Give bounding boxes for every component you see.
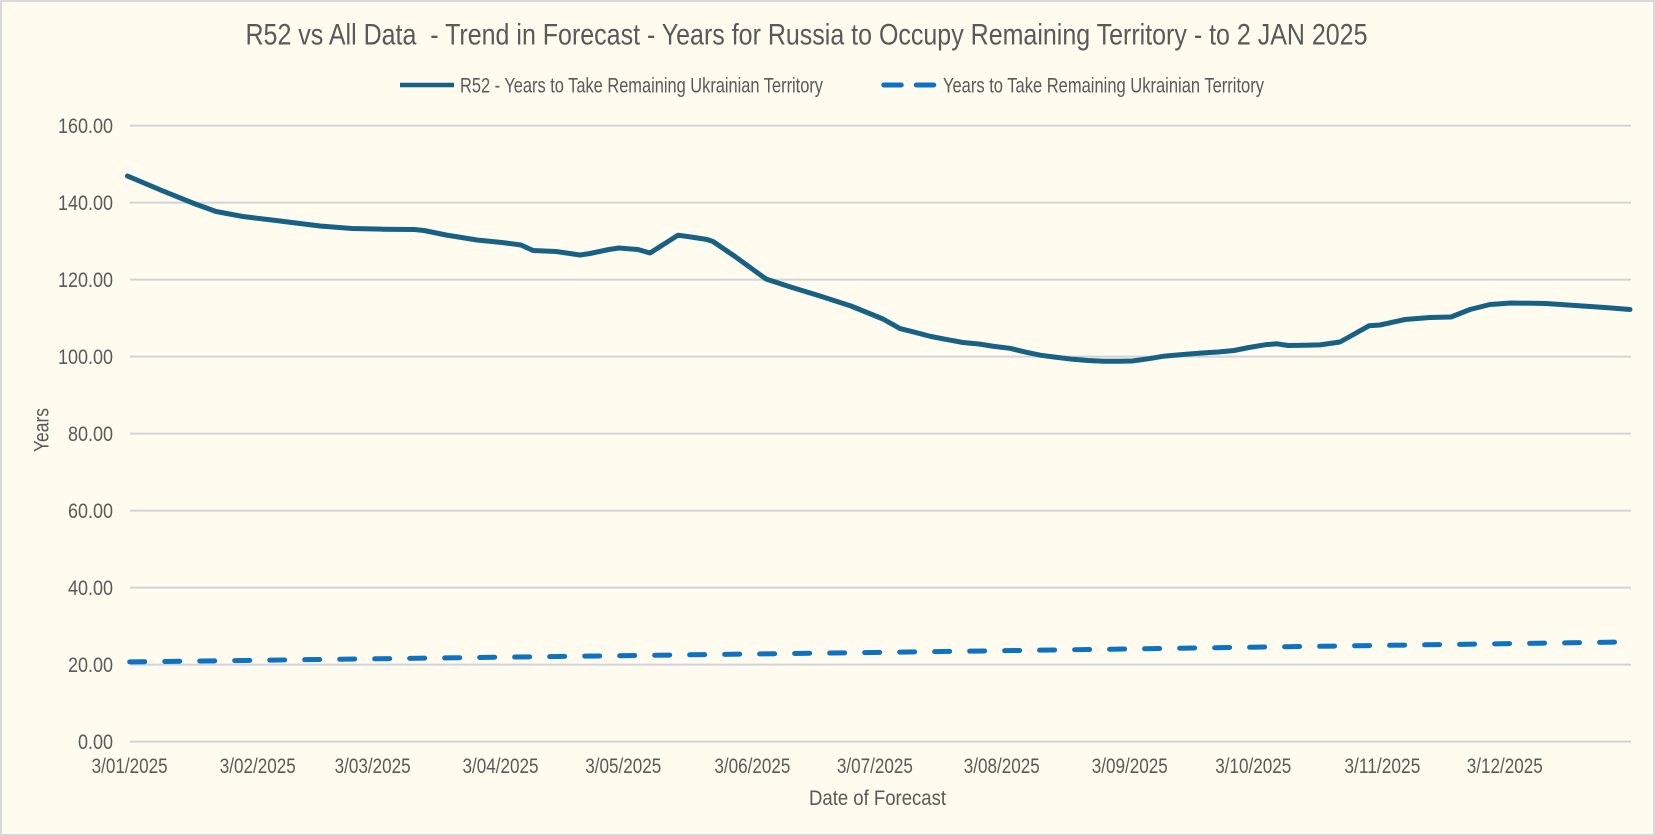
svg-text:0.00: 0.00 bbox=[78, 731, 113, 754]
svg-text:3/11/2025: 3/11/2025 bbox=[1344, 755, 1420, 778]
svg-text:3/03/2025: 3/03/2025 bbox=[335, 755, 411, 778]
svg-text:3/12/2025: 3/12/2025 bbox=[1467, 755, 1543, 778]
svg-text:Years: Years bbox=[31, 408, 54, 452]
svg-text:3/01/2025: 3/01/2025 bbox=[92, 755, 168, 778]
svg-text:3/09/2025: 3/09/2025 bbox=[1092, 755, 1168, 778]
svg-text:3/05/2025: 3/05/2025 bbox=[585, 755, 661, 778]
svg-text:3/08/2025: 3/08/2025 bbox=[964, 755, 1040, 778]
svg-text:3/10/2025: 3/10/2025 bbox=[1215, 755, 1291, 778]
svg-text:R52 vs All Data - Trend in Fo: R52 vs All Data - Trend in Forecast - Ye… bbox=[246, 19, 1368, 52]
svg-text:120.00: 120.00 bbox=[58, 269, 113, 292]
svg-text:40.00: 40.00 bbox=[68, 577, 113, 600]
svg-text:3/06/2025: 3/06/2025 bbox=[714, 755, 790, 778]
svg-text:Years to Take Remaining Ukrain: Years to Take Remaining Ukrainian Territ… bbox=[943, 75, 1264, 98]
svg-text:140.00: 140.00 bbox=[58, 192, 113, 215]
svg-text:60.00: 60.00 bbox=[68, 500, 113, 523]
svg-text:100.00: 100.00 bbox=[58, 346, 113, 369]
svg-text:R52 - Years to Take Remaining: R52 - Years to Take Remaining Ukrainian … bbox=[460, 75, 823, 98]
svg-text:3/07/2025: 3/07/2025 bbox=[837, 755, 913, 778]
svg-text:3/04/2025: 3/04/2025 bbox=[463, 755, 539, 778]
svg-text:80.00: 80.00 bbox=[68, 423, 113, 446]
svg-text:20.00: 20.00 bbox=[68, 654, 113, 677]
svg-text:Date of Forecast: Date of Forecast bbox=[809, 787, 946, 810]
svg-text:160.00: 160.00 bbox=[58, 115, 113, 138]
svg-text:3/02/2025: 3/02/2025 bbox=[220, 755, 296, 778]
